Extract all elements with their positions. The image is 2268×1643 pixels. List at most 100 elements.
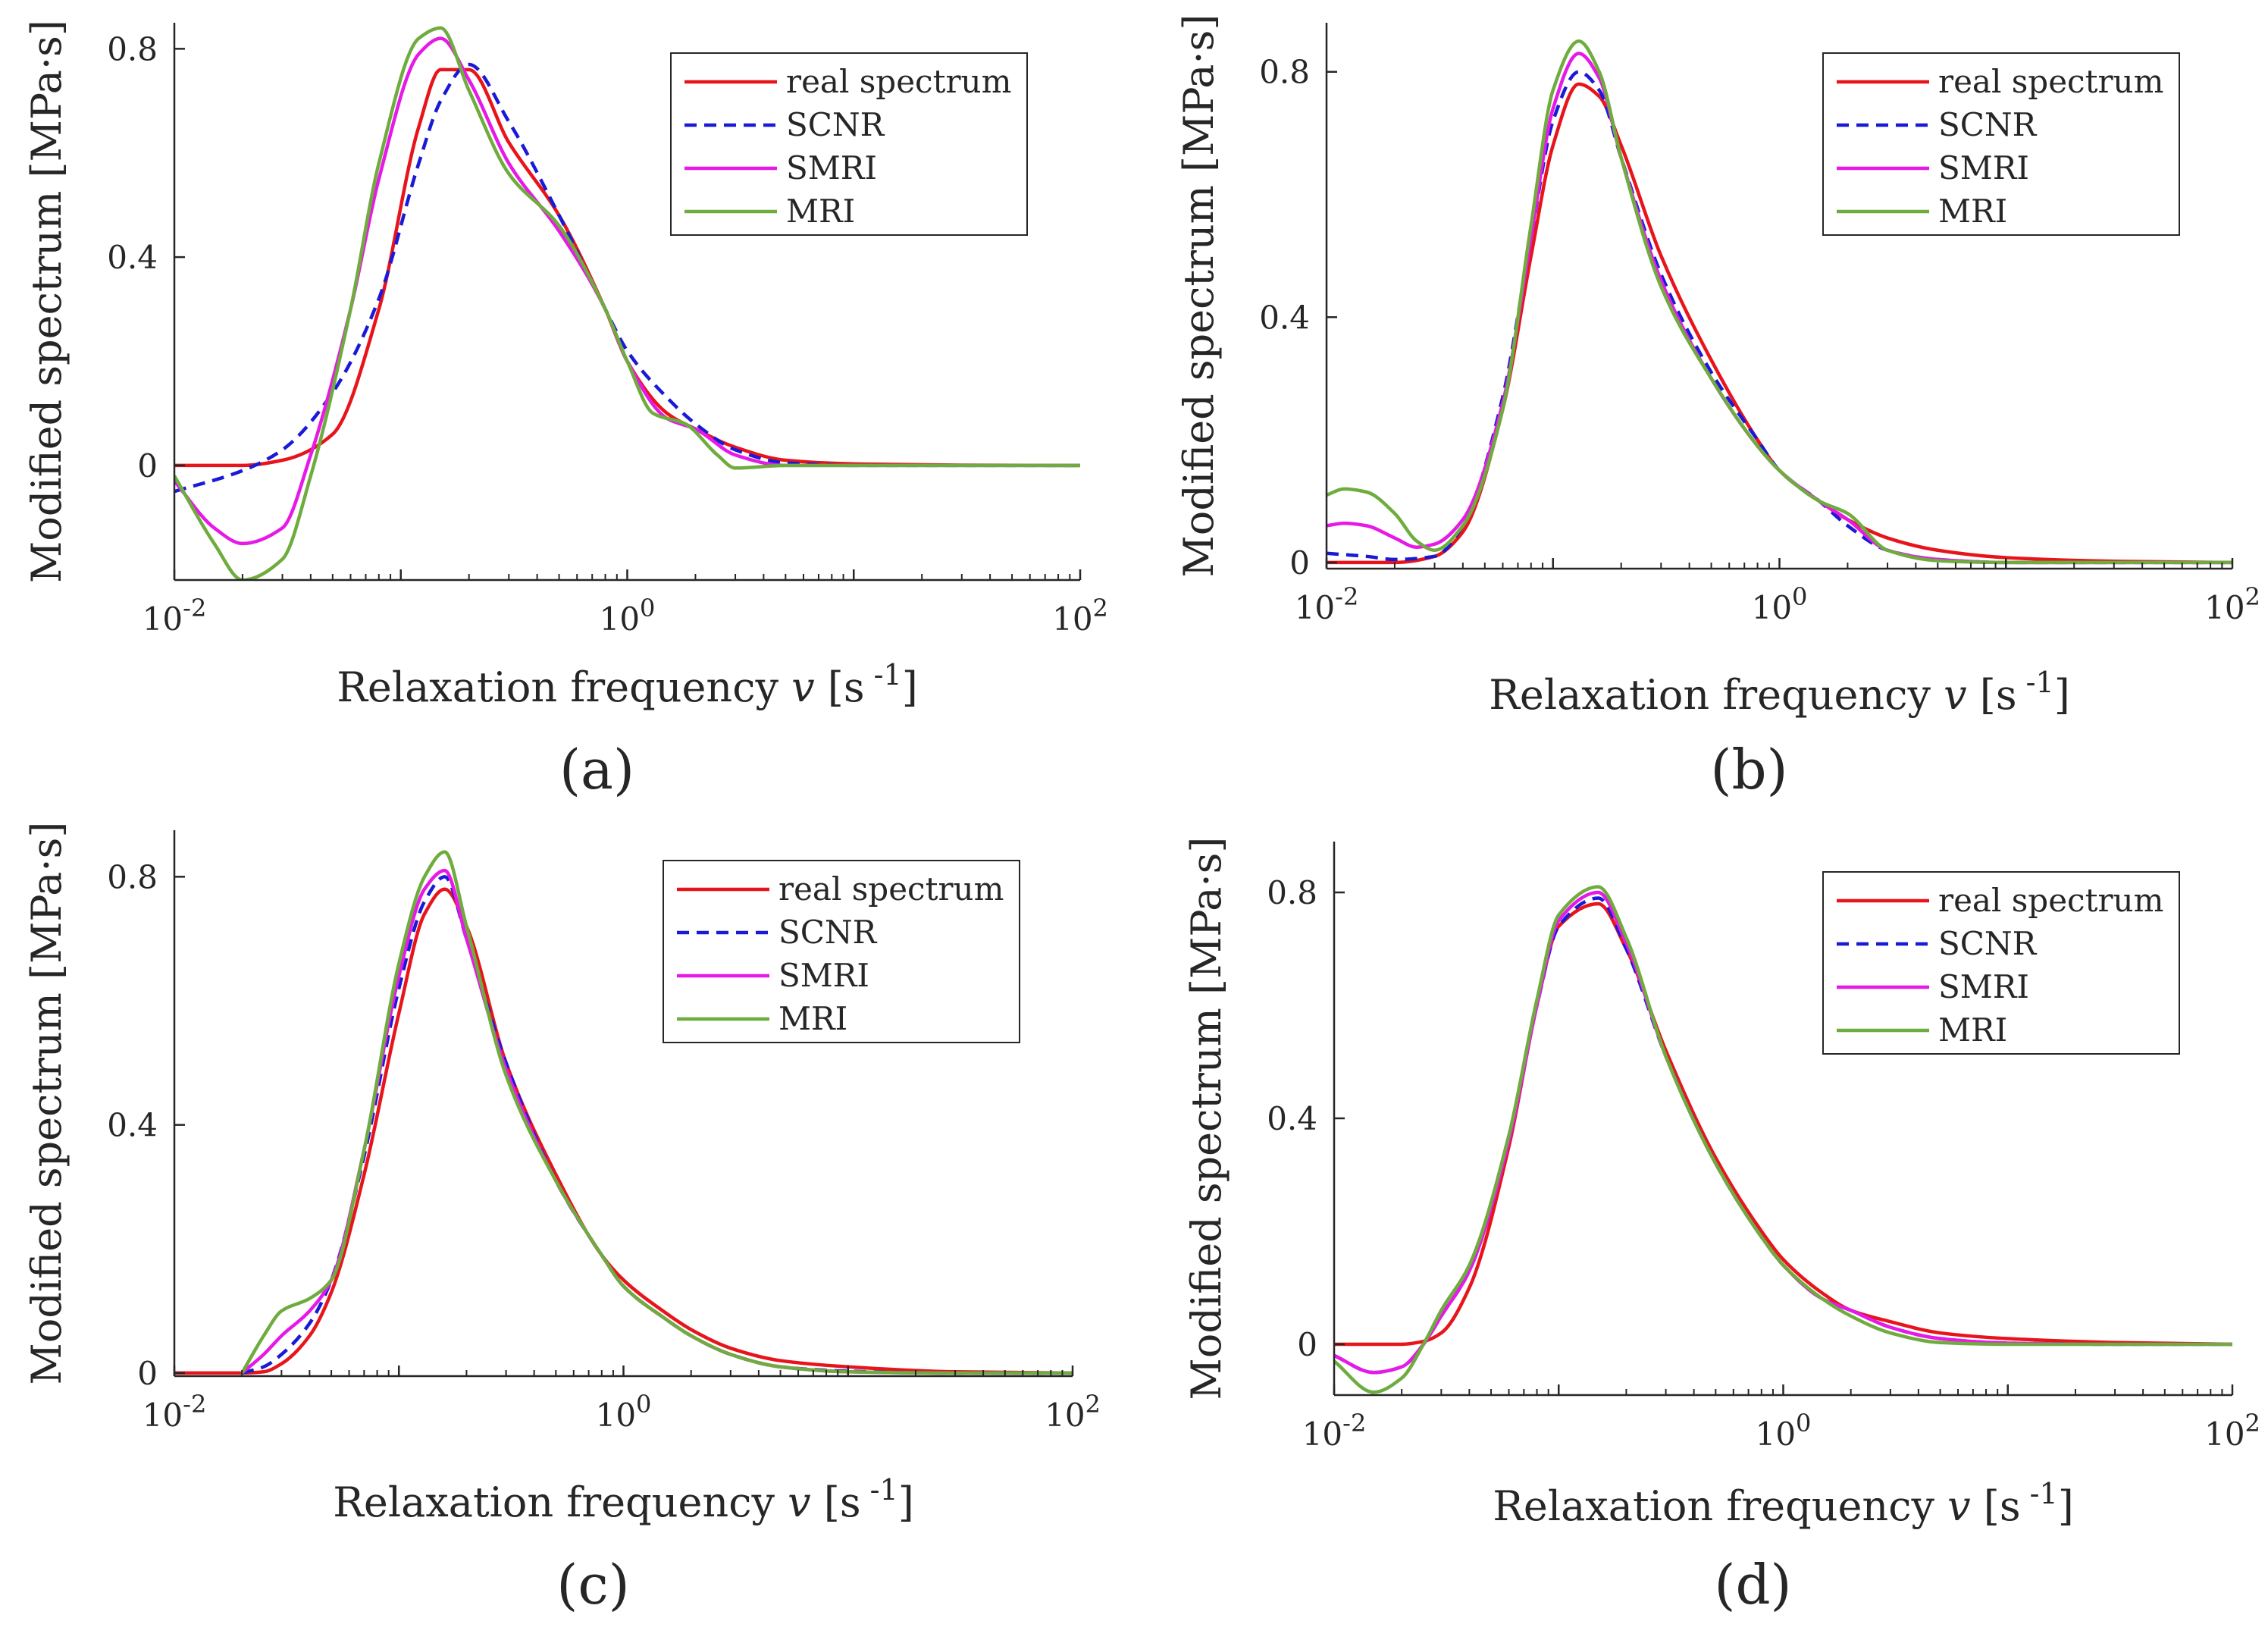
x-tick-exponent: 0 xyxy=(640,594,655,622)
x-tick-label: 102 xyxy=(2204,582,2260,626)
panel-label-b: (b) xyxy=(1710,738,1787,801)
x-label-unit-exponent: -1 xyxy=(2021,1477,2058,1510)
y-tick-label: 0.4 xyxy=(1259,299,1310,336)
legend-b: real spectrum SCNR SMRI MRI xyxy=(1822,52,2180,236)
x-label-variable: v xyxy=(791,663,815,711)
y-tick-label: 0.4 xyxy=(107,1107,158,1144)
y-tick-label: 0.4 xyxy=(1267,1100,1317,1137)
x-label-text: Relaxation frequency xyxy=(1489,671,1944,719)
legend-label-smri: SMRI xyxy=(778,957,869,994)
y-tick-label: 0 xyxy=(137,1355,158,1392)
x-tick-base: 10 xyxy=(2204,589,2245,626)
legend-label-scnr: SCNR xyxy=(786,106,885,143)
plot-area-d xyxy=(1334,885,2232,1394)
y-tick-label: 0 xyxy=(1289,544,1310,582)
legend-label-real-spectrum: real spectrum xyxy=(786,63,1011,100)
plot-area-a xyxy=(174,26,1080,580)
y-axis-label: Modified spectrum [MPa·s] xyxy=(23,822,70,1385)
series-real-spectrum-line xyxy=(174,887,1073,1375)
y-axis-label: Modified spectrum [MPa·s] xyxy=(1183,837,1230,1400)
x-tick-label: 10-2 xyxy=(1295,582,1359,626)
x-label-unit-close: ] xyxy=(898,1478,914,1526)
x-label-unit-exponent: -1 xyxy=(2017,666,2054,699)
legend-a: real spectrum SCNR SMRI MRI xyxy=(670,52,1028,236)
x-tick-base: 10 xyxy=(2204,1416,2245,1453)
x-tick-exponent: 0 xyxy=(636,1390,651,1419)
x-tick-label: 10-2 xyxy=(143,1390,207,1434)
x-tick-exponent: -2 xyxy=(183,1390,206,1419)
legend-d: real spectrum SCNR SMRI MRI xyxy=(1822,871,2180,1055)
series-real-spectrum-line xyxy=(1334,901,2232,1347)
x-tick-exponent: 2 xyxy=(1085,1390,1101,1419)
panel-label-a: (a) xyxy=(559,738,634,801)
legend-label-real-spectrum: real spectrum xyxy=(1938,882,2163,919)
x-label-text: Relaxation frequency xyxy=(1493,1482,1947,1530)
y-tick-label: 0.8 xyxy=(1267,874,1317,911)
y-axis-label: Modified spectrum [MPa·s] xyxy=(23,20,70,583)
x-tick-exponent: 0 xyxy=(1792,582,1807,611)
x-tick-label: 100 xyxy=(600,594,656,638)
x-label-unit: [s xyxy=(811,1478,861,1526)
legend-label-mri: MRI xyxy=(1938,1011,2007,1049)
x-tick-label: 10-2 xyxy=(1302,1409,1367,1453)
legend-label-mri: MRI xyxy=(778,1000,847,1037)
panel-label-d: (d) xyxy=(1714,1553,1791,1616)
legend-label-real-spectrum: real spectrum xyxy=(778,870,1004,908)
x-tick-exponent: -2 xyxy=(183,594,206,622)
x-tick-base: 10 xyxy=(600,600,640,638)
series-mri-line xyxy=(174,26,1080,580)
legend-label-scnr: SCNR xyxy=(1938,106,2038,143)
x-tick-label: 102 xyxy=(1045,1390,1101,1434)
x-tick-label: 100 xyxy=(1756,1409,1812,1453)
legend-label-smri: SMRI xyxy=(786,149,877,187)
x-tick-base: 10 xyxy=(1052,600,1092,638)
legend-label-mri: MRI xyxy=(1938,193,2007,230)
x-label-unit-close: ] xyxy=(2058,1482,2074,1530)
y-tick-label: 0 xyxy=(1297,1326,1317,1363)
x-axis-label: Relaxation frequency v [s -1] xyxy=(1489,666,2070,719)
x-label-unit-exponent: -1 xyxy=(861,1473,898,1507)
x-label-unit: [s xyxy=(815,663,865,711)
x-tick-base: 10 xyxy=(1302,1416,1342,1453)
x-label-unit: [s xyxy=(1971,1482,2021,1530)
plot-area-b xyxy=(1327,39,2232,565)
x-tick-exponent: 2 xyxy=(2245,582,2260,611)
x-label-text: Relaxation frequency xyxy=(337,663,791,711)
x-tick-base: 10 xyxy=(1295,589,1335,626)
x-tick-label: 102 xyxy=(1052,594,1108,638)
x-label-unit: [s xyxy=(1967,671,2017,719)
x-label-variable: v xyxy=(1947,1482,1971,1530)
x-tick-label: 10-2 xyxy=(143,594,207,638)
series-mri-line xyxy=(240,850,1073,1375)
x-label-unit-close: ] xyxy=(902,663,918,711)
x-tick-base: 10 xyxy=(1756,1416,1796,1453)
x-label-text: Relaxation frequency xyxy=(333,1478,788,1526)
series-mri-line xyxy=(1334,885,2232,1394)
x-label-variable: v xyxy=(1944,671,1967,719)
series-mri-line xyxy=(1327,39,2232,565)
x-tick-label: 102 xyxy=(2204,1409,2260,1453)
legend-label-scnr: SCNR xyxy=(1938,925,2038,962)
legend-label-real-spectrum: real spectrum xyxy=(1938,63,2163,100)
x-label-unit-exponent: -1 xyxy=(865,658,902,691)
x-tick-label: 100 xyxy=(1752,582,1808,626)
legend-label-smri: SMRI xyxy=(1938,968,2029,1005)
x-tick-exponent: 2 xyxy=(1093,594,1108,622)
y-tick-label: 0.8 xyxy=(107,858,158,895)
x-tick-base: 10 xyxy=(1045,1397,1085,1434)
x-tick-exponent: -2 xyxy=(1342,1409,1366,1438)
x-tick-exponent: 0 xyxy=(1796,1409,1811,1438)
x-axis-label: Relaxation frequency v [s -1] xyxy=(1493,1477,2074,1530)
legend-label-smri: SMRI xyxy=(1938,149,2029,187)
legend-c: real spectrum SCNR SMRI MRI xyxy=(663,860,1020,1043)
plot-area-c xyxy=(174,850,1073,1375)
legend-label-scnr: SCNR xyxy=(778,914,878,951)
x-label-variable: v xyxy=(788,1478,811,1526)
x-tick-base: 10 xyxy=(1752,589,1792,626)
x-axis-label: Relaxation frequency v [s -1] xyxy=(333,1473,914,1526)
y-tick-label: 0.8 xyxy=(107,30,158,67)
y-axis-label: Modified spectrum [MPa·s] xyxy=(1175,14,1223,578)
series-scnr-line xyxy=(174,62,1080,494)
x-tick-base: 10 xyxy=(596,1397,636,1434)
